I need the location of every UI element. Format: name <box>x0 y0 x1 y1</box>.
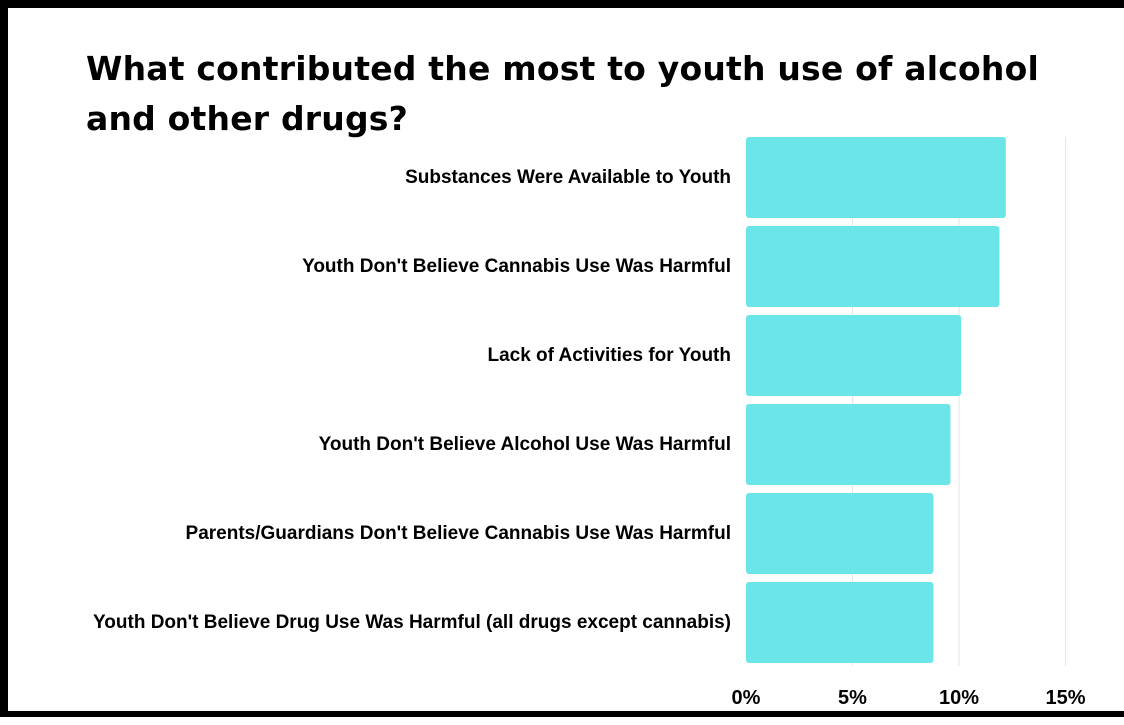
tick-label: 0% <box>732 687 761 709</box>
category-label: Lack of Activities for Youth <box>487 345 731 366</box>
bar <box>746 582 934 663</box>
category-label: Parents/Guardians Don't Believe Cannabis… <box>186 523 731 544</box>
chart-title: What contributed the most to youth use o… <box>86 49 1039 138</box>
category-label: Youth Don't Believe Alcohol Use Was Harm… <box>319 434 731 455</box>
bar <box>746 226 1000 307</box>
category-label: Youth Don't Believe Cannabis Use Was Har… <box>302 256 731 277</box>
tick-label: 15% <box>1045 687 1085 709</box>
bar <box>746 315 962 396</box>
bar <box>746 137 1006 218</box>
bar <box>746 493 934 574</box>
category-label: Youth Don't Believe Drug Use Was Harmful… <box>93 612 731 633</box>
tick-label: 10% <box>939 687 979 709</box>
category-label: Substances Were Available to Youth <box>405 167 731 188</box>
tick-label: 5% <box>838 687 867 709</box>
bar <box>746 404 951 485</box>
bar-chart: Substances Were Available to Youth Youth … <box>93 137 1086 709</box>
